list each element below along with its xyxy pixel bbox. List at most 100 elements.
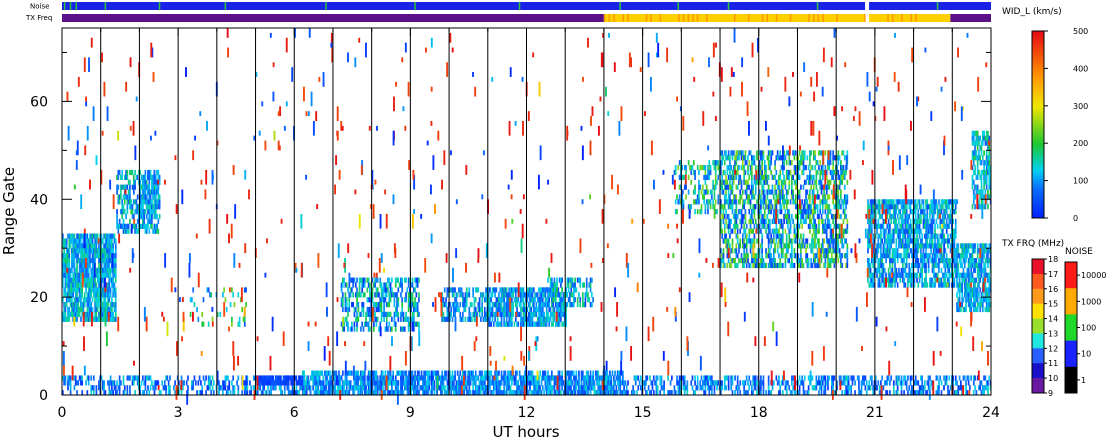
data-cell bbox=[967, 282, 970, 288]
data-cell bbox=[788, 243, 791, 249]
data-cell bbox=[940, 233, 943, 239]
data-cell bbox=[505, 297, 508, 303]
data-cell bbox=[785, 160, 788, 166]
data-cell bbox=[979, 145, 982, 151]
data-cell bbox=[972, 306, 975, 313]
data-cell bbox=[797, 169, 800, 176]
data-cell bbox=[821, 184, 824, 190]
data-cell bbox=[984, 267, 987, 273]
data-cell bbox=[113, 287, 116, 293]
data-cell bbox=[984, 306, 987, 313]
data-cell bbox=[895, 243, 898, 249]
data-cell bbox=[139, 184, 142, 190]
data-cell bbox=[78, 272, 81, 278]
data-cell bbox=[812, 213, 815, 220]
data-cell bbox=[752, 155, 754, 161]
data-cell bbox=[547, 316, 549, 322]
data-cell bbox=[904, 238, 907, 244]
data-cell bbox=[988, 135, 991, 141]
data-cell bbox=[391, 316, 393, 322]
data-cell bbox=[927, 267, 930, 273]
data-cell bbox=[557, 311, 560, 317]
data-cell bbox=[356, 302, 358, 308]
data-cell bbox=[801, 262, 804, 269]
data-cell bbox=[798, 150, 801, 156]
data-cell bbox=[938, 282, 940, 288]
data-cell bbox=[832, 160, 834, 166]
data-cell bbox=[772, 262, 775, 269]
data-cell bbox=[126, 385, 129, 391]
data-cell bbox=[503, 316, 505, 322]
data-cell bbox=[102, 248, 104, 254]
data-cell bbox=[827, 218, 829, 225]
data-cell bbox=[109, 292, 112, 298]
data-cell bbox=[949, 257, 952, 264]
data-cell bbox=[69, 297, 72, 303]
data-cell bbox=[745, 160, 748, 166]
data-cell bbox=[231, 287, 233, 293]
data-cell bbox=[787, 218, 789, 225]
data-cell bbox=[114, 277, 117, 283]
data-cell bbox=[351, 321, 353, 327]
data-cell bbox=[914, 262, 917, 269]
data-cell bbox=[972, 282, 975, 288]
data-cell bbox=[78, 292, 81, 298]
data-cell bbox=[802, 184, 805, 190]
data-cell bbox=[703, 194, 705, 200]
data-cell bbox=[114, 390, 117, 396]
data-cell bbox=[984, 169, 987, 176]
data-cell bbox=[720, 218, 722, 225]
data-cell bbox=[761, 165, 764, 171]
data-cell bbox=[581, 297, 584, 303]
data-cell bbox=[925, 272, 927, 278]
data-cell bbox=[765, 248, 767, 254]
data-cell bbox=[95, 267, 98, 273]
data-cell bbox=[163, 380, 166, 386]
data-cell bbox=[508, 287, 511, 293]
data-cell bbox=[800, 233, 802, 239]
data-cell bbox=[193, 375, 196, 381]
data-cell bbox=[80, 267, 82, 273]
data-cell bbox=[776, 262, 779, 269]
data-cell bbox=[907, 248, 909, 254]
data-cell bbox=[388, 302, 391, 308]
data-cell bbox=[816, 194, 819, 200]
data-cell bbox=[473, 297, 476, 303]
data-cell bbox=[572, 292, 575, 298]
data-cell bbox=[538, 297, 540, 303]
data-cell bbox=[361, 321, 364, 327]
data-cell bbox=[984, 257, 987, 264]
data-cell bbox=[914, 228, 917, 234]
data-cell bbox=[979, 302, 982, 308]
data-cell bbox=[971, 135, 974, 141]
data-cell bbox=[845, 194, 847, 200]
data-cell bbox=[802, 218, 805, 225]
data-cell bbox=[930, 199, 933, 205]
data-cell bbox=[936, 223, 939, 229]
data-cell bbox=[806, 209, 809, 215]
data-cell bbox=[962, 297, 965, 303]
data-cell bbox=[104, 257, 107, 264]
data-cell bbox=[803, 165, 806, 171]
data-cell bbox=[501, 306, 504, 313]
data-cell bbox=[118, 390, 121, 396]
data-cell bbox=[530, 321, 533, 327]
data-cell bbox=[818, 228, 820, 234]
data-cell bbox=[129, 194, 131, 200]
data-cell bbox=[735, 218, 738, 225]
data-cell bbox=[909, 223, 912, 229]
data-cell bbox=[504, 311, 507, 317]
data-cell bbox=[984, 248, 987, 254]
data-cell bbox=[823, 199, 825, 205]
data-cell bbox=[723, 204, 726, 210]
data-cell bbox=[535, 292, 538, 298]
data-cell bbox=[963, 272, 966, 278]
data-cell bbox=[149, 223, 152, 229]
data-cell bbox=[530, 292, 533, 298]
data-cell bbox=[789, 228, 792, 234]
data-cell bbox=[443, 287, 446, 293]
data-cell bbox=[824, 253, 827, 259]
data-cell bbox=[987, 194, 989, 200]
data-cell bbox=[829, 179, 832, 185]
data-cell bbox=[108, 243, 111, 249]
